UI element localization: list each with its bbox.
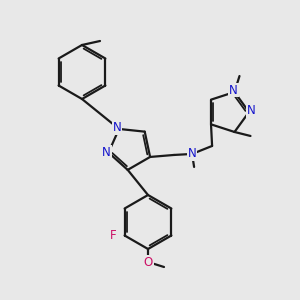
Text: N: N: [247, 104, 255, 118]
Text: O: O: [143, 256, 153, 268]
Text: N: N: [102, 146, 111, 159]
Text: N: N: [112, 122, 122, 134]
Text: N: N: [188, 147, 197, 161]
Text: F: F: [110, 229, 117, 242]
Text: N: N: [229, 83, 238, 97]
